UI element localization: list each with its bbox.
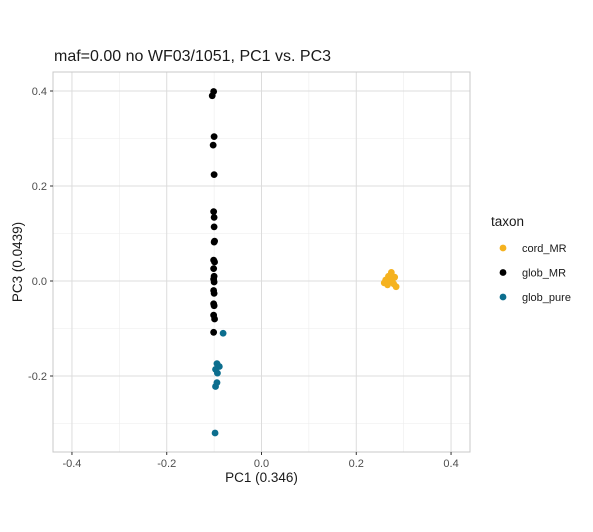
point-glob_MR — [210, 278, 218, 286]
point-glob_MR — [209, 141, 217, 149]
y-tick-label: 0.4 — [32, 86, 47, 98]
point-glob_MR — [211, 258, 218, 266]
legend-key-cord_MR — [499, 244, 507, 252]
point-glob_MR — [210, 208, 218, 216]
point-glob_MR — [210, 133, 218, 141]
point-cord_MR — [380, 279, 388, 287]
data-points — [208, 88, 400, 437]
point-glob_MR — [210, 265, 218, 273]
series-cord_MR — [380, 269, 400, 291]
series-glob_pure — [211, 329, 227, 437]
point-cord_MR — [386, 275, 394, 283]
chart-title: maf=0.00 no WF03/1051, PC1 vs. PC3 — [54, 48, 331, 65]
x-axis-ticks: -0.4 -0.2 0.0 0.2 0.4 — [62, 452, 459, 470]
point-glob_MR — [210, 223, 218, 231]
y-axis-ticks: -0.2 0.0 0.2 0.4 — [28, 86, 53, 383]
legend-items: cord_MR glob_MR glob_pure — [499, 243, 571, 304]
point-glob_MR — [210, 171, 218, 179]
legend-key-glob_MR — [499, 269, 507, 276]
legend-title: taxon — [491, 214, 524, 229]
point-glob_MR — [210, 328, 218, 336]
point-glob_MR — [210, 289, 218, 297]
point-glob_MR — [210, 213, 218, 221]
point-glob_MR — [210, 302, 218, 310]
y-tick-label: 0.2 — [32, 181, 47, 193]
plot-panel — [52, 71, 471, 453]
legend-key-glob_pure — [499, 293, 507, 301]
x-tick-label: 0.0 — [254, 458, 269, 470]
y-tick-label: 0.0 — [32, 276, 47, 288]
grid-major-lines — [53, 72, 470, 452]
legend-label-glob_pure: glob_pure — [522, 292, 571, 304]
series-glob_MR — [208, 88, 218, 336]
x-tick-label: 0.2 — [349, 458, 364, 470]
x-axis-title: PC1 (0.346) — [225, 470, 298, 485]
point-glob_MR — [211, 315, 218, 323]
point-glob_pure — [219, 329, 227, 337]
point-glob_MR — [210, 238, 218, 246]
point-cord_MR — [390, 280, 398, 288]
point-glob_MR — [208, 92, 216, 100]
legend-label-glob_MR: glob_MR — [522, 268, 566, 280]
y-axis-title: PC3 (0.0439) — [10, 222, 25, 302]
point-glob_pure — [214, 369, 221, 377]
y-tick-label: -0.2 — [28, 371, 47, 383]
legend: taxon cord_MR glob_MR glob_pure — [491, 214, 571, 304]
x-tick-label: -0.4 — [62, 458, 81, 470]
point-glob_pure — [212, 383, 219, 390]
point-glob_pure — [211, 429, 219, 437]
x-tick-label: -0.2 — [157, 458, 176, 470]
legend-label-cord_MR: cord_MR — [522, 243, 567, 255]
x-tick-label: 0.4 — [443, 458, 458, 470]
